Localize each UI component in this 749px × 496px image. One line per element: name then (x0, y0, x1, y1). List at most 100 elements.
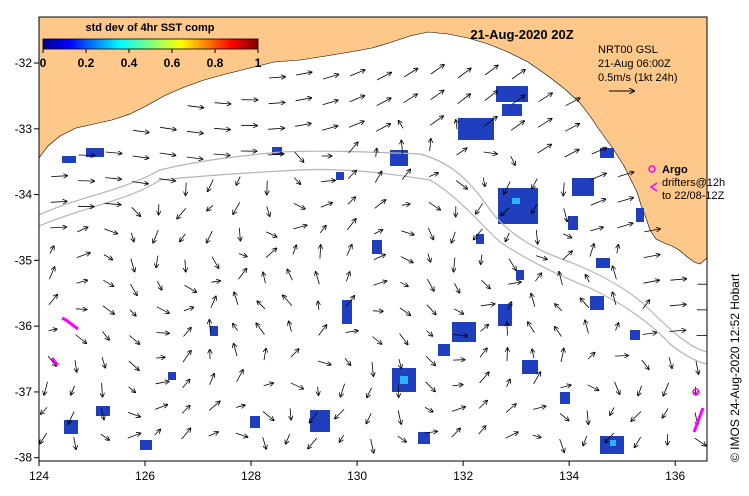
legend-scale: 0.5m/s (1kt 24h) (598, 72, 677, 84)
current-vector-arrow (484, 65, 498, 76)
current-vector-arrow (451, 428, 460, 438)
current-vector-arrow (209, 320, 210, 334)
current-vector-arrow (376, 149, 377, 158)
colorbar: std dev of 4hr SST comp 0 0.2 0.4 0.6 0.8 1 (40, 22, 262, 70)
colorbar-tick-label: 0.6 (164, 56, 181, 70)
current-vector-arrow (669, 304, 686, 305)
current-vector-arrow (102, 382, 103, 397)
current-vector-arrow (662, 408, 669, 417)
current-vector-arrow (211, 281, 220, 282)
current-vector-arrow (159, 179, 175, 181)
current-vector-arrow (457, 94, 471, 105)
current-vector-arrow (234, 344, 238, 357)
current-vector-arrow (642, 300, 650, 310)
current-vector-arrow (372, 336, 382, 345)
current-vector-arrow (78, 155, 95, 156)
current-vector-arrow (263, 272, 265, 284)
current-vector-arrow (478, 401, 487, 409)
current-vector-arrow (48, 329, 57, 330)
current-vector-arrow (531, 204, 538, 213)
x-axis: 124 126 128 130 132 134 136 (29, 461, 686, 483)
argo-marker-icon (648, 165, 656, 173)
colorbar-gradient (42, 38, 259, 50)
current-vector-arrow (349, 70, 365, 77)
current-vector-arrow (266, 231, 276, 237)
current-vector-arrow (508, 282, 521, 284)
current-vector-arrow (663, 382, 669, 396)
current-vector-arrow (102, 305, 114, 314)
current-vector-arrow (559, 413, 569, 420)
current-vector-arrow (262, 436, 267, 449)
current-vector-arrow (256, 323, 265, 335)
x-tick-label: 136 (665, 469, 685, 483)
current-vector-arrow (236, 370, 243, 382)
current-vector-arrow (479, 372, 489, 384)
current-vector-arrow (321, 126, 337, 131)
current-vector-arrow (401, 169, 410, 180)
current-vector-arrow (131, 232, 134, 242)
current-vector-arrow (480, 304, 495, 306)
current-vector-arrow (207, 205, 214, 210)
current-vector-arrow (401, 141, 402, 155)
current-vector-arrow (428, 253, 431, 262)
current-vector-arrow (76, 280, 87, 283)
current-vector-arrow (268, 77, 285, 78)
current-vector-arrow (264, 349, 266, 361)
current-vector-arrow (181, 406, 190, 414)
current-vector-arrow (583, 435, 588, 445)
current-vector-arrow (670, 279, 686, 280)
current-vector-arrow (76, 253, 90, 258)
current-vector-arrow (430, 139, 431, 152)
current-vector-arrow (617, 223, 632, 229)
current-vector-arrow (537, 119, 552, 128)
current-vector-arrow (295, 98, 312, 102)
current-vector-arrow (563, 182, 564, 196)
current-vector-arrow (184, 284, 196, 292)
current-vector-arrow (238, 269, 246, 280)
current-vector-arrow (127, 412, 140, 416)
current-vector-arrow (483, 152, 497, 154)
current-vector-arrow (453, 308, 464, 314)
x-tick-label: 130 (347, 469, 367, 483)
current-vector-arrow (455, 180, 467, 189)
current-vector-arrow (474, 228, 483, 240)
current-vector-arrow (605, 432, 614, 442)
current-vector-arrow (182, 351, 191, 363)
current-vector-arrow (322, 100, 338, 106)
current-vector-arrow (128, 360, 139, 370)
current-vector-arrow (375, 124, 390, 132)
x-tick-label: 126 (135, 469, 155, 483)
current-vector-arrow (290, 349, 299, 358)
current-vector-arrow (48, 295, 57, 306)
current-vector-arrow (478, 426, 486, 435)
current-vector-arrow (480, 325, 489, 332)
current-vector-arrow (367, 387, 372, 398)
current-vector-arrow (263, 383, 274, 386)
current-vector-arrow (397, 410, 401, 424)
current-vector-arrow (535, 255, 547, 260)
colorbar-tick-label: 0.2 (78, 56, 95, 70)
current-vector-arrow (344, 357, 351, 365)
current-vector-arrow (560, 349, 564, 363)
current-vector-arrow (154, 429, 161, 436)
current-vector-arrow (317, 360, 331, 365)
current-vector-arrow (563, 208, 567, 221)
current-vector-arrow (287, 270, 293, 281)
current-vector-arrow (531, 294, 536, 307)
current-vector-arrow (75, 334, 87, 344)
current-vector-arrow (507, 302, 512, 310)
current-vector-arrow (586, 275, 590, 283)
current-vector-arrow (669, 330, 686, 331)
current-vector-arrow (208, 401, 220, 411)
current-vector-arrow (427, 279, 434, 291)
current-vector-arrow (591, 173, 606, 180)
current-vector-arrow (290, 382, 304, 389)
current-vector-arrow (401, 230, 414, 235)
current-vector-arrow (347, 197, 356, 205)
current-vector-arrow (668, 356, 672, 368)
current-vector-arrow (483, 177, 485, 187)
legend-product: NRT00 GSL (598, 44, 658, 56)
current-vector-arrow (373, 281, 386, 286)
current-vector-arrow (399, 121, 404, 129)
